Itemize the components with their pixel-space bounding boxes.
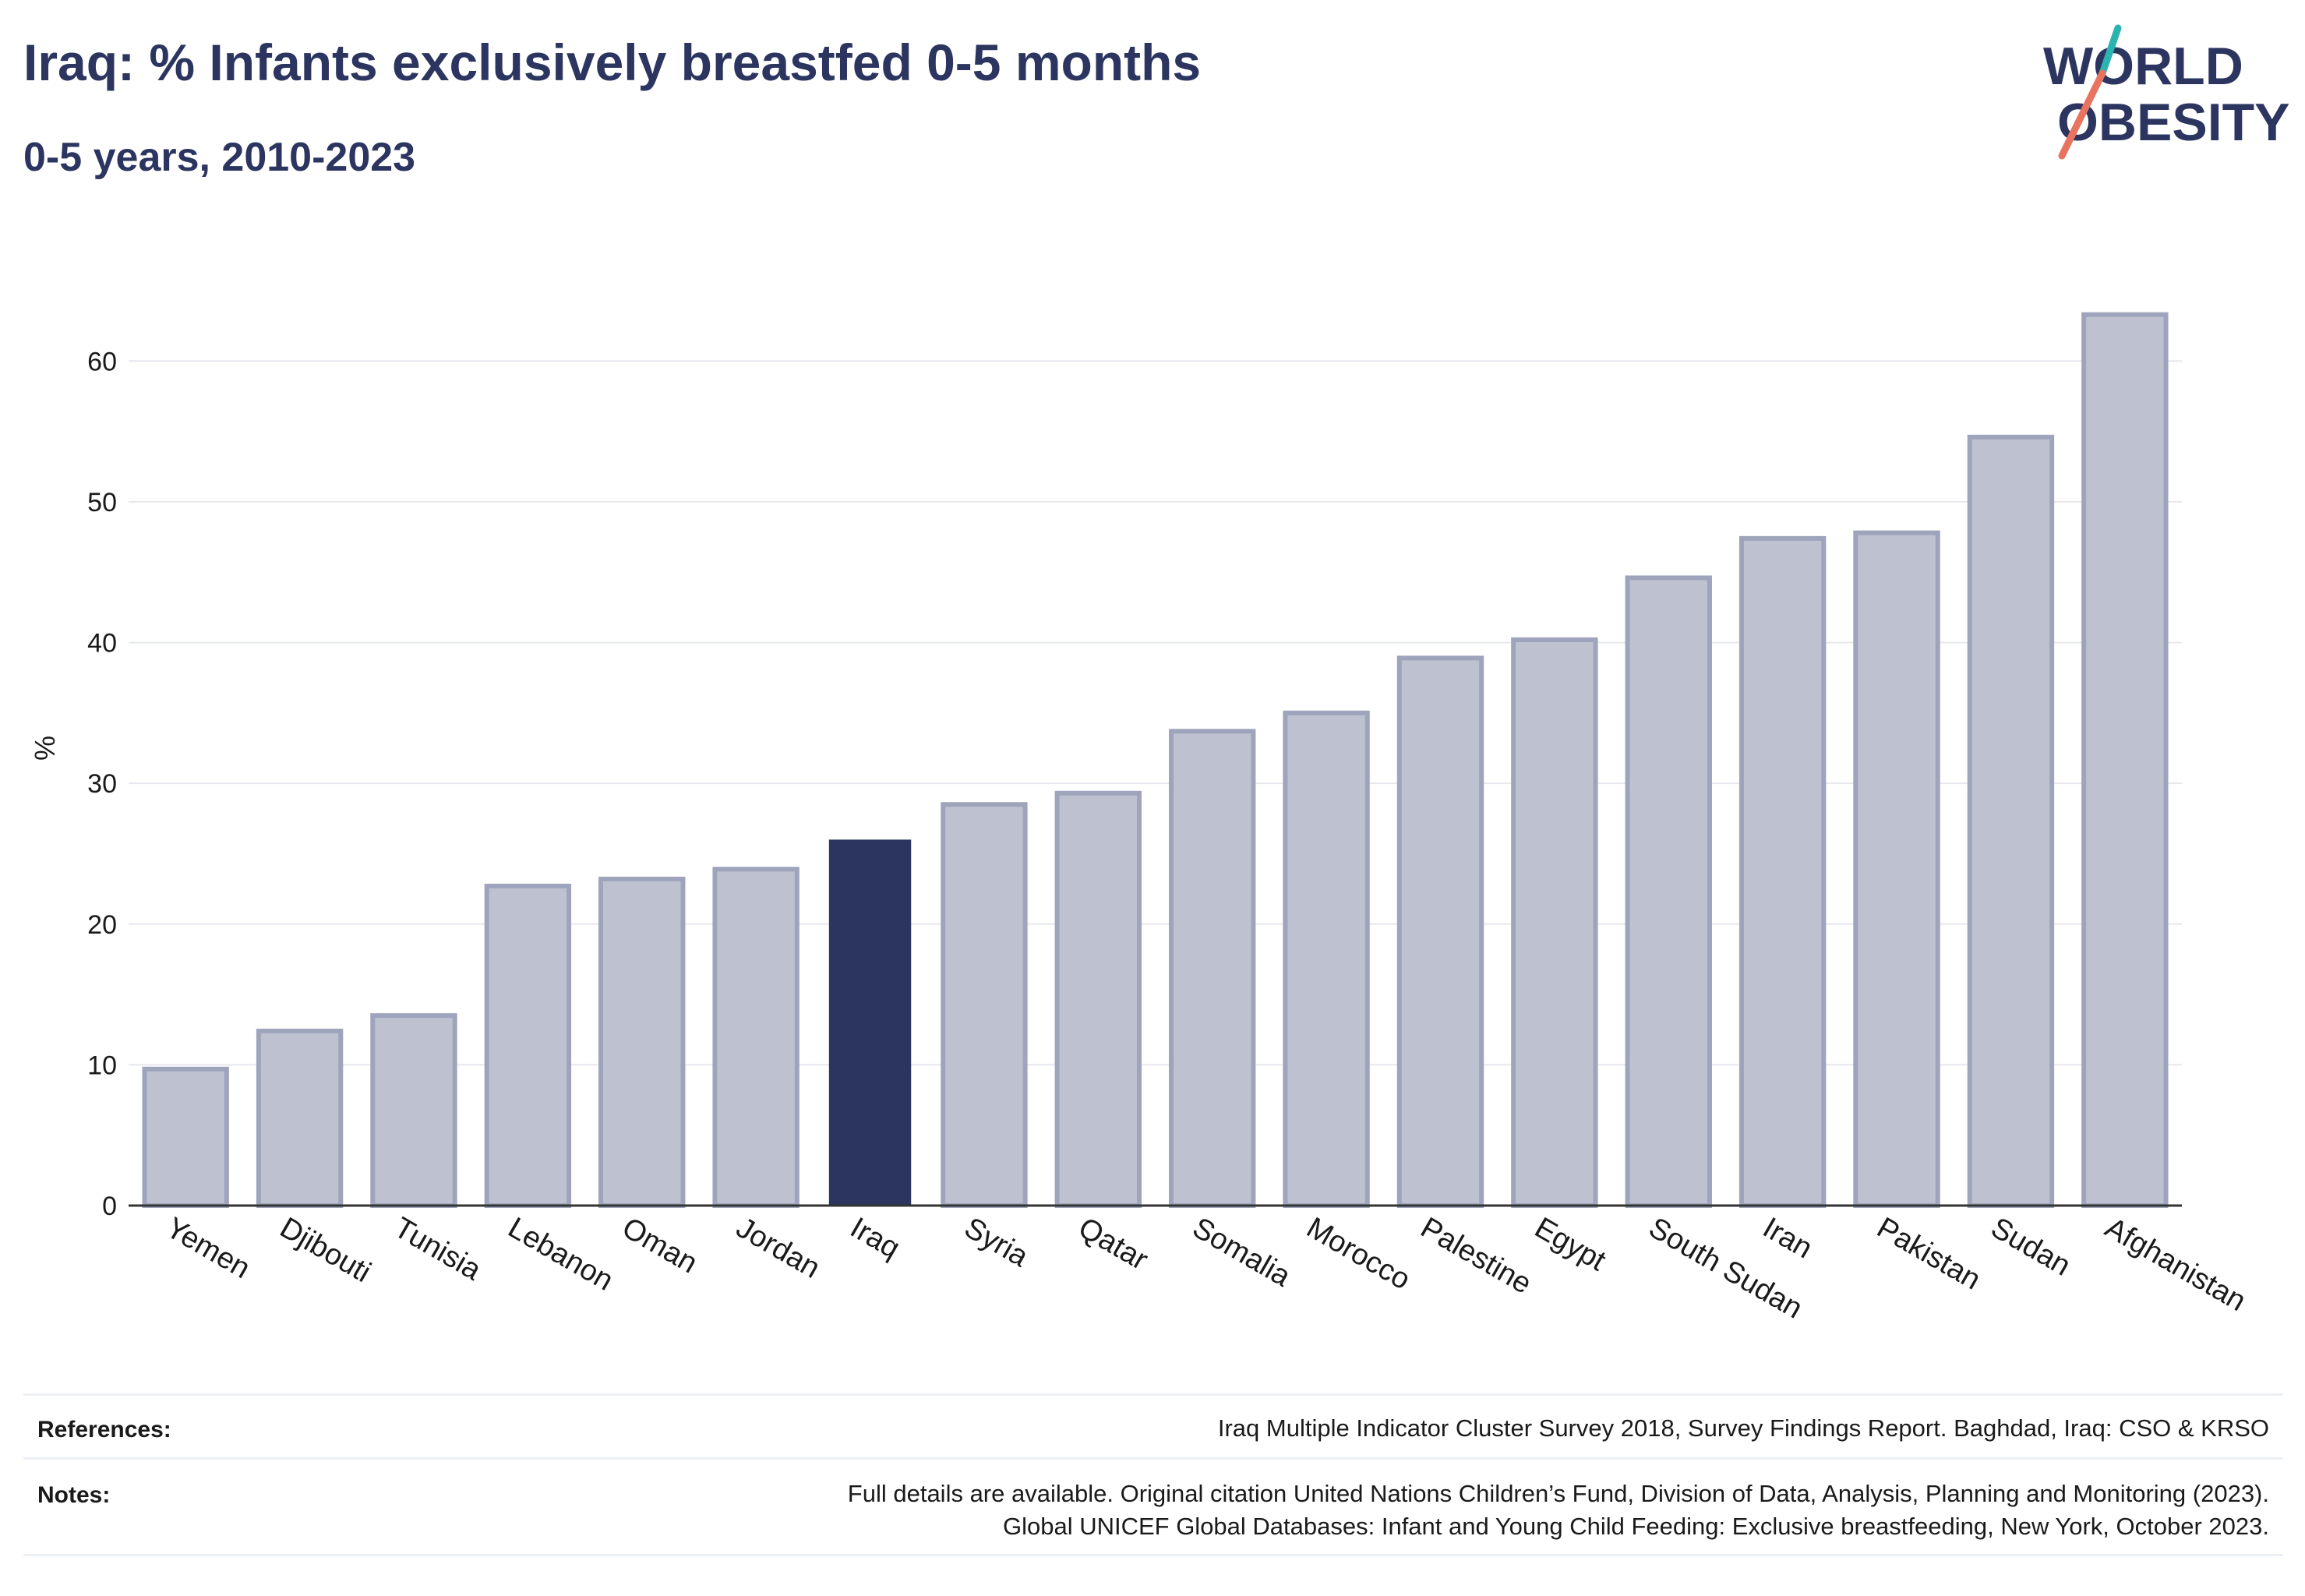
x-tick-label: Oman (616, 1211, 703, 1280)
x-tick-label: Pakistan (1872, 1211, 1986, 1296)
references-label: References: (37, 1417, 171, 1442)
y-tick-label: 20 (87, 910, 117, 940)
bar-palestine (1396, 655, 1484, 1208)
y-tick-label: 10 (87, 1050, 117, 1080)
x-tick-label: Yemen (161, 1211, 256, 1285)
x-tick-label: Qatar (1073, 1211, 1154, 1276)
logo-word-world: WORLD (2043, 37, 2243, 96)
x-tick-label: Syria (958, 1211, 1034, 1273)
logo-slash-teal (2099, 24, 2122, 77)
y-tick-label: 50 (87, 488, 117, 517)
bars (142, 312, 2169, 1209)
logo-word-obesity: OBESITY (2057, 93, 2290, 152)
y-tick-label: 30 (87, 769, 117, 799)
bar-djibouti (256, 1029, 344, 1208)
bar-oman (598, 876, 686, 1208)
x-tick-label: Iraq (845, 1211, 905, 1265)
bar-highlight-iraq (828, 839, 912, 1206)
y-tick-label: 60 (87, 347, 117, 376)
x-tick-label: Tunisia (388, 1211, 487, 1287)
y-tick-label: 40 (87, 629, 117, 659)
bar-sudan (1967, 434, 2055, 1208)
bar-syria (941, 802, 1028, 1208)
y-tick-label: 0 (102, 1192, 117, 1221)
y-axis-label: % (29, 736, 61, 761)
x-tick-label: Egypt (1529, 1211, 1611, 1277)
bar-yemen (142, 1066, 229, 1209)
bar-qatar (1054, 790, 1142, 1208)
notes-label: Notes: (37, 1482, 111, 1508)
chart-subtitle: 0-5 years, 2010-2023 (23, 135, 416, 180)
footer-divider-top (23, 1393, 2283, 1396)
x-tick-label: Iran (1757, 1211, 1818, 1265)
footer-divider-bottom (23, 1554, 2283, 1556)
logo-slash-coral (2058, 69, 2106, 160)
bar-jordan (712, 867, 800, 1208)
bar-afghanistan (2081, 312, 2169, 1209)
world-obesity-logo: WORLD OBESITY (2043, 24, 2290, 160)
footer-divider-middle (23, 1457, 2283, 1460)
bar-chart: 0 10 20 30 40 50 60 Yemen Djibouti Tunisia Lebano… (29, 312, 2251, 1326)
bar-south-sudan (1625, 575, 1712, 1208)
bar-morocco (1283, 710, 1370, 1208)
notes-line-2: Global UNICEF Global Databases: Infant a… (1002, 1513, 2269, 1540)
x-tick-label: Morocco (1301, 1211, 1416, 1296)
bar-tunisia (370, 1013, 457, 1208)
x-tick-label: Somalia (1187, 1211, 1297, 1293)
bar-somalia (1168, 729, 1256, 1208)
grid-lines (129, 360, 2182, 1066)
bar-lebanon (484, 884, 572, 1208)
x-tick-label: Palestine (1415, 1211, 1537, 1301)
bar-pakistan (1853, 530, 1940, 1208)
x-tick-label: Afghanistan (2099, 1211, 2251, 1318)
y-tick-labels: 0 10 20 30 40 50 60 (87, 347, 117, 1221)
x-tick-label: Sudan (1986, 1211, 2076, 1282)
bar-egypt (1511, 637, 1598, 1208)
chart-title: Iraq: % Infants exclusively breastfed 0-… (23, 34, 1202, 91)
x-tick-label: Jordan (731, 1211, 826, 1284)
references-text: Iraq Multiple Indicator Cluster Survey 2… (1217, 1414, 2269, 1442)
notes-line-1: Full details are available. Original cit… (847, 1480, 2269, 1507)
x-tick-label: Lebanon (503, 1211, 619, 1297)
x-tick-label: Djibouti (274, 1211, 376, 1289)
bar-iran (1738, 535, 1827, 1209)
